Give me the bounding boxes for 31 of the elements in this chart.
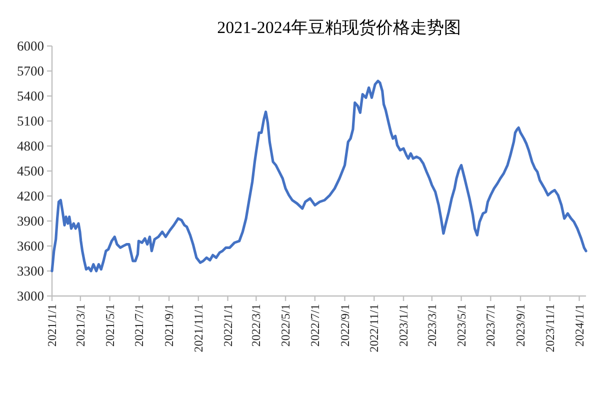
x-tick-label: 2023/1/1	[396, 304, 410, 347]
x-tick-label: 2023/11/1	[542, 304, 557, 352]
y-tick-label: 4800	[17, 138, 44, 154]
x-tick-label: 2021/3/1	[73, 304, 88, 347]
x-tick-label: 2021/7/1	[132, 304, 146, 347]
y-tick-label: 4200	[17, 188, 44, 204]
y-tick-label: 5700	[17, 64, 44, 78]
x-tick-label: 2021/1/1	[45, 304, 59, 347]
x-tick-label: 2022/7/1	[308, 304, 322, 347]
x-tick-label: 2021/9/1	[162, 304, 176, 347]
y-tick-label: 3000	[17, 288, 44, 304]
x-tick-label: 2022/1/1	[220, 304, 235, 347]
y-tick-label: 3600	[17, 238, 44, 254]
x-tick-label: 2024/1/1	[572, 304, 586, 347]
x-tick-label: 2022/3/1	[249, 304, 264, 347]
x-tick-label: 2023/7/1	[484, 304, 498, 347]
x-tick-label: 2023/3/1	[424, 304, 439, 347]
x-tick-label: 2022/5/1	[278, 304, 293, 347]
x-tick-label: 2022/9/1	[338, 304, 352, 347]
y-tick-label: 3300	[17, 264, 44, 278]
y-tick-label: 3900	[17, 214, 44, 228]
x-tick-label: 2022/11/1	[367, 304, 382, 352]
x-tick-label: 2023/9/1	[514, 304, 528, 347]
x-tick-label: 2023/5/1	[454, 304, 468, 347]
y-tick-label: 5400	[17, 88, 44, 104]
y-tick-label: 5100	[17, 114, 44, 128]
x-tick-label: 2021/5/1	[102, 304, 117, 347]
title: 2021-2024年豆粕现货价格走势图	[217, 18, 461, 37]
y-tick-label: 4500	[17, 164, 44, 178]
x-tick-label: 2021/11/1	[191, 304, 206, 352]
y-tick-label: 6000	[17, 38, 44, 54]
